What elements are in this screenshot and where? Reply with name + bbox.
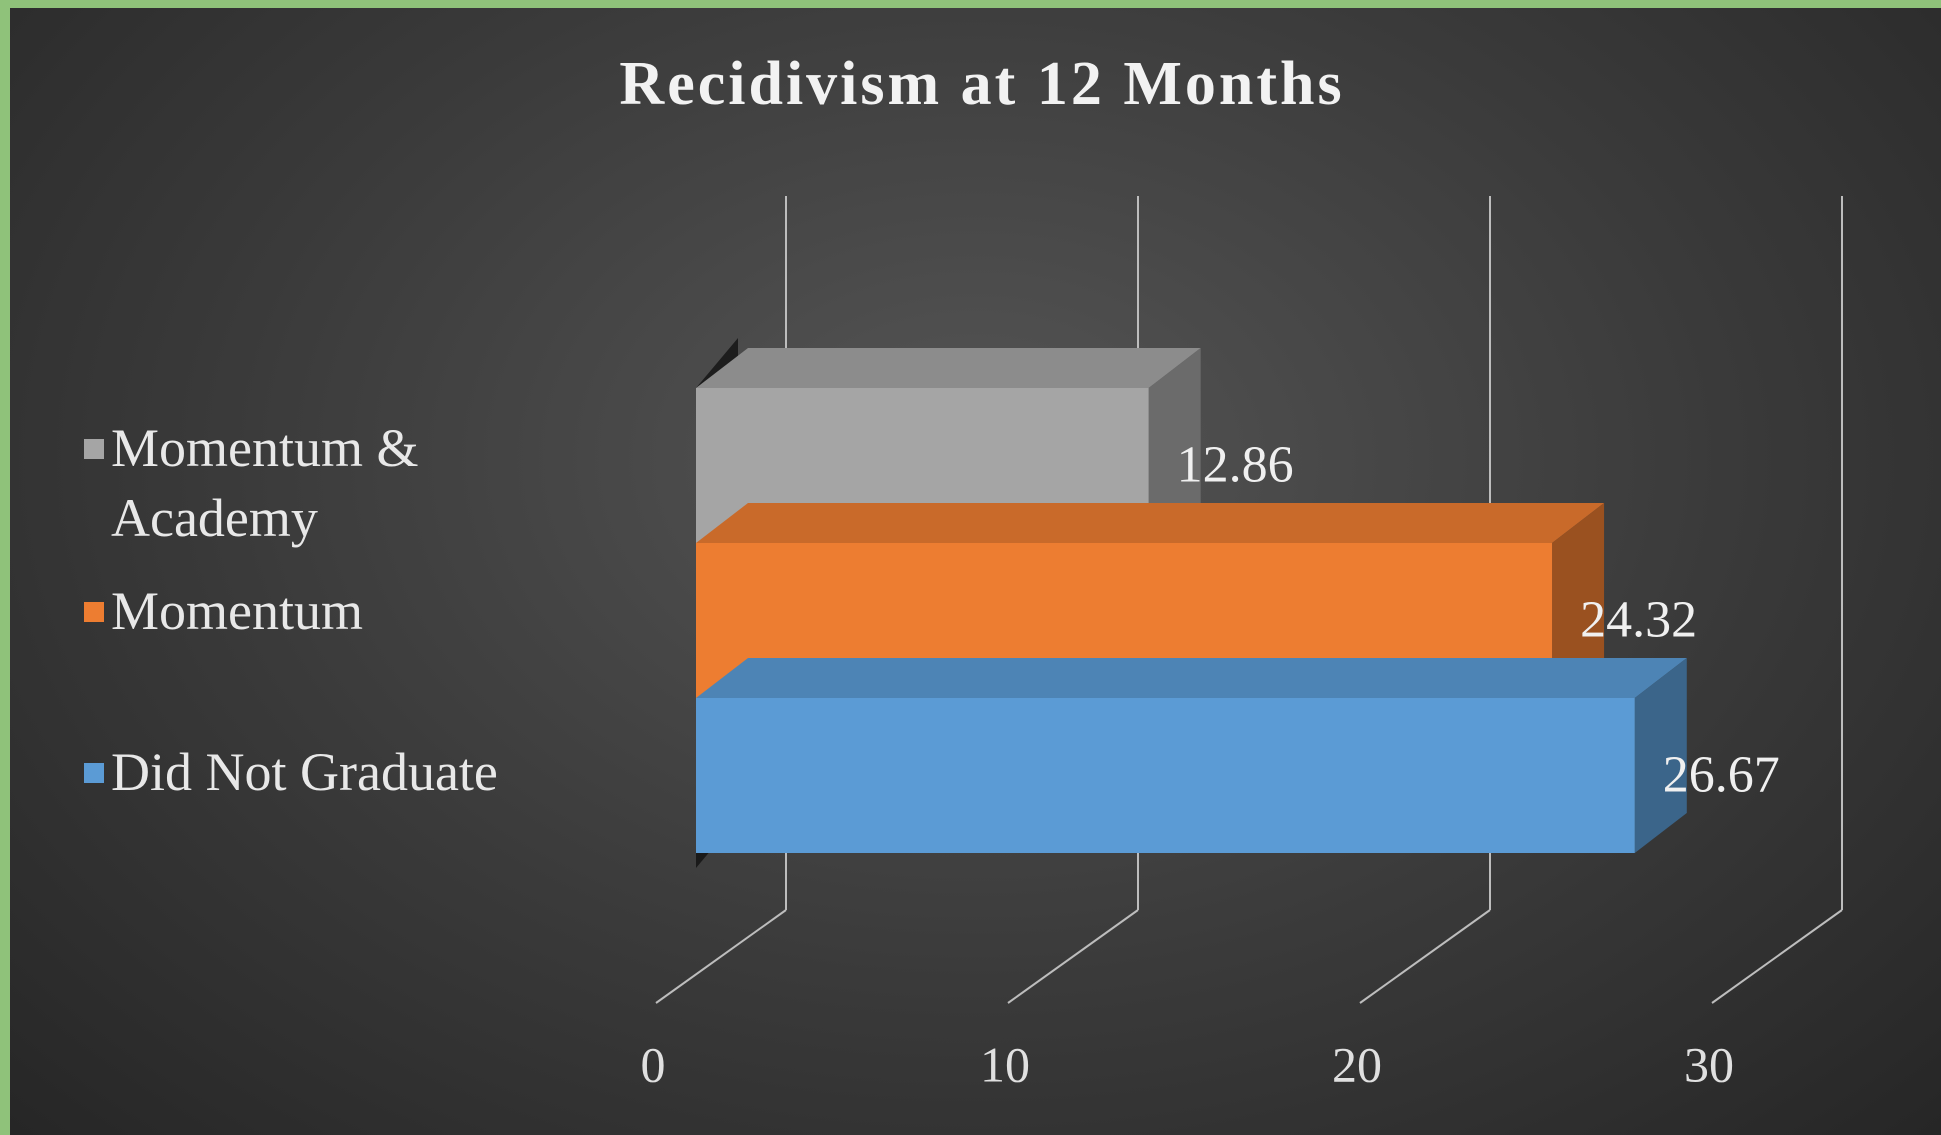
data-label: 12.86	[1177, 436, 1294, 493]
legend-item: Did Not Graduate	[84, 737, 551, 807]
legend-swatch	[84, 763, 104, 783]
bar-side	[1634, 658, 1687, 853]
grid-line	[655, 909, 787, 1004]
legend-swatch	[84, 439, 104, 459]
legend-label: Momentum & Academy	[111, 418, 419, 548]
grid-line	[1711, 909, 1843, 1004]
bar-top	[696, 503, 1605, 543]
grid-line	[1007, 909, 1139, 1004]
x-tick-label: 20	[1332, 1036, 1382, 1092]
grid-line	[1359, 909, 1491, 1004]
chart-title: Recidivism at 12 Months	[619, 50, 1344, 118]
bar-top	[696, 348, 1201, 388]
bar-side	[1552, 503, 1605, 698]
data-label: 26.67	[1663, 746, 1780, 803]
legend-label: Did Not Graduate	[111, 742, 498, 802]
x-tick-label: 30	[1684, 1036, 1734, 1092]
legend-item: Momentum	[84, 576, 551, 646]
bar-top	[696, 658, 1687, 698]
legend-swatch	[84, 602, 104, 622]
bar-side	[1148, 348, 1201, 543]
x-tick-label: 0	[641, 1036, 666, 1092]
legend-label: Momentum	[111, 581, 363, 641]
legend-item: Momentum & Academy	[84, 413, 551, 553]
bar	[696, 698, 1635, 853]
chart-frame: Recidivism at 12 Months 0 10 20 30 12.86 24.3…	[10, 8, 1941, 1135]
x-tick-label: 10	[980, 1036, 1030, 1092]
chart: Recidivism at 12 Months 0 10 20 30 12.86 24.3…	[619, 50, 1843, 1092]
data-label: 24.32	[1580, 591, 1697, 648]
